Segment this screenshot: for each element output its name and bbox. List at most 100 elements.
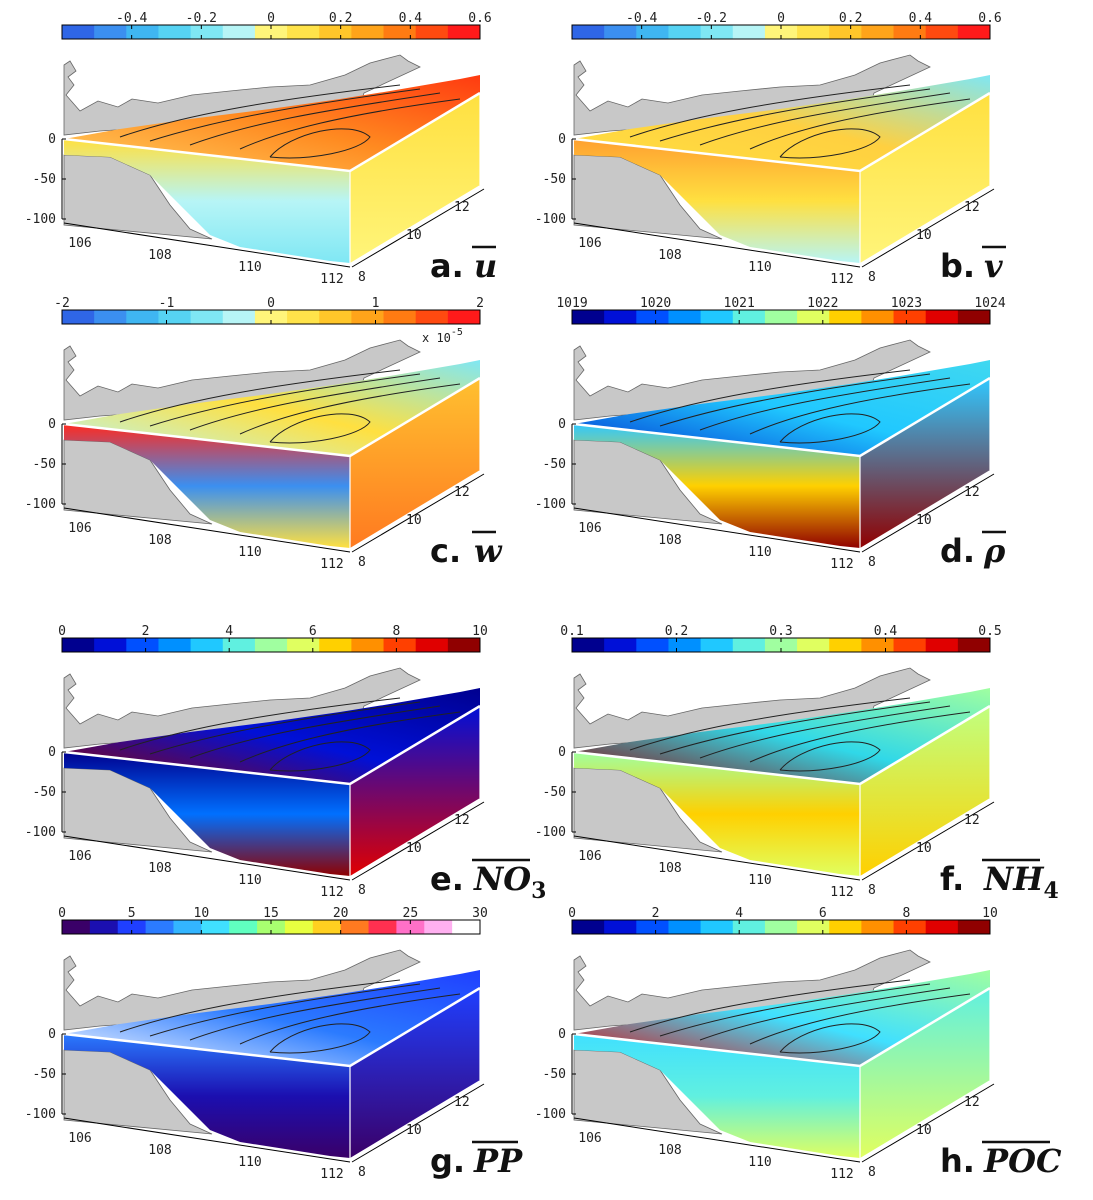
colorbar-segment [447,638,481,652]
colorbar-segment [415,25,449,39]
colorbar-segment [158,310,192,324]
lon-tick-label: 108 [658,1143,681,1158]
surface-layer [64,75,480,171]
lon-tick-label: 112 [830,272,853,287]
contour-line [119,697,401,751]
colorbar-segment [668,310,702,324]
colorbar-segment [415,638,449,652]
contour-lines [119,979,461,1054]
surface-layer [64,688,480,784]
lat-tick-label: 12 [964,813,980,828]
panel-h: 0 2 4 6 8 10 0 -50 -100 106 108 110 112 8 10 12 h. POC [535,906,1070,1200]
lat-tick-label: 10 [406,1123,422,1138]
colorbar-segment [368,920,397,934]
contour-lines [119,84,461,159]
contour-line [189,92,441,146]
panel-label: g. [430,1142,465,1180]
panel-g: 0 5 10 15 20 25 30 0 -50 -100 106 108 110 112 8 10 12 g. P… [25,906,560,1200]
colorbar-segment [732,920,766,934]
lon-tick-label: 112 [320,272,343,287]
colorbar-segment [764,25,798,39]
contour-lines [119,369,461,444]
colorbar-segment [190,638,224,652]
lon-tick-label: 112 [320,885,343,900]
contour-line [779,741,881,772]
depth-section-side [350,988,480,1158]
lat-axis: 8 10 12 [351,1083,485,1180]
lat-tick-label: 10 [406,513,422,528]
panel-f: 0.1 0.2 0.3 0.4 0.5 0 -50 -100 106 108 110 112 8 10 12… [535,624,1070,918]
contour-lines [629,84,971,159]
colorbar-tick-label: 0.6 [978,11,1001,26]
panel-label: c. [430,532,461,570]
depth-tick-label: -50 [543,457,566,472]
colorbar-scale-note: x 10-5 [422,327,463,345]
contour-line [239,383,461,435]
contour-line [189,987,441,1041]
colorbar-tick-label: -1 [159,296,175,311]
contour-line [779,413,881,444]
contour-line [779,128,881,159]
colorbar-segment [893,638,927,652]
colorbar-tick-label: 15 [263,906,279,921]
panel-e: 0 2 4 6 8 10 0 -50 -100 106 108 110 112 8 10 12 e. NO3 [25,624,560,918]
colorbar-segment [126,310,159,324]
depth-section-front [64,752,350,876]
contour-lines [629,369,971,444]
lon-tick-label: 108 [658,861,681,876]
panel-variable-symbol: u [474,247,497,285]
depth-tick-label: -100 [535,825,566,840]
colorbar-tick-label: 0.5 [978,624,1001,639]
colorbar-segment [254,638,288,652]
colorbar-segment [636,920,669,934]
colorbar-tick-label: 0.4 [399,11,423,26]
panel-variable-symbol: POC [983,1142,1062,1180]
colorbar-segment [636,638,669,652]
colorbar-tick-label: -0.4 [116,11,147,26]
colorbar-segment [351,310,385,324]
colorbar-segment [572,310,605,324]
colorbar-tick-label: 25 [403,906,419,921]
colorbar-tick-label: 0 [568,906,576,921]
land-mass [573,439,723,525]
lon-tick-label: 110 [748,873,771,888]
lon-axis: 106 108 110 112 [573,835,861,900]
colorbar-tick-label: 8 [392,624,400,639]
lat-tick-label: 8 [868,555,876,570]
lon-axis: 106 108 110 112 [63,507,351,572]
depth-tick-label: -50 [543,785,566,800]
contour-line [699,92,951,146]
lat-tick-label: 10 [916,1123,932,1138]
depth-section-side [350,93,480,263]
lat-tick-label: 12 [454,813,470,828]
depth-section-side [860,378,990,548]
depth-tick-label: 0 [48,1027,56,1042]
lon-tick-label: 106 [578,849,601,864]
contour-lines [629,697,971,772]
depth-section-front [64,139,350,263]
colorbar-segment [957,638,991,652]
colorbar-tick-label: 8 [902,906,910,921]
depth-axis: 0 -50 -100 [535,132,576,227]
contour-lines [629,979,971,1054]
colorbar-segment [383,638,417,652]
lon-tick-label: 106 [578,521,601,536]
lon-axis: 106 108 110 112 [63,222,351,287]
colorbar-segment [396,920,425,934]
colorbar-segment [340,920,370,934]
panel-d: 1019 1020 1021 1022 1023 1024 0 -50 -100 106 108 11… [535,296,1070,590]
colorbar-segment [62,25,95,39]
lat-tick-label: 8 [868,883,876,898]
depth-section-side [350,378,480,548]
colorbar-segment [700,638,734,652]
lon-tick-label: 108 [148,533,171,548]
contour-line [699,705,951,759]
depth-section-front [574,752,860,876]
lat-axis: 8 10 12 [861,473,995,570]
lon-axis: 106 108 110 112 [573,507,861,572]
lat-tick-label: 10 [916,513,932,528]
colorbar-segment [254,310,288,324]
depth-axis: 0 -50 -100 [535,417,576,512]
colorbar-tick-label: 0 [267,11,275,26]
colorbar-segment [452,920,481,934]
